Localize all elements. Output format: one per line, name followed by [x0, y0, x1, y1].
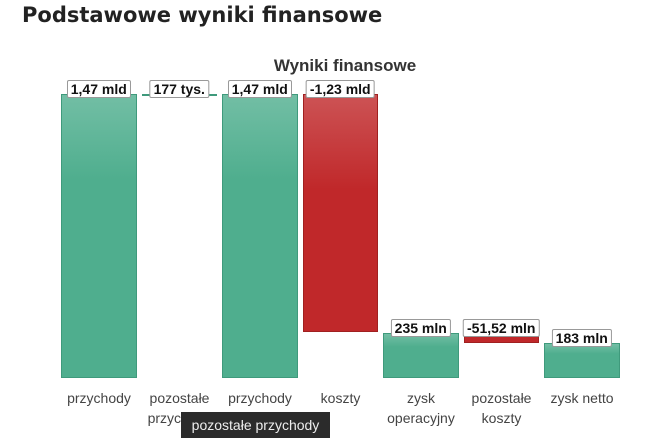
data-label: 235 mln	[390, 318, 451, 337]
data-label: -1,23 mld	[305, 80, 375, 99]
section-title: Podstawowe wyniki finansowe	[22, 3, 383, 27]
bar	[302, 94, 378, 332]
data-label: 1,47 mld	[66, 80, 131, 99]
data-label: 183 mln	[551, 328, 612, 347]
data-label: 1,47 mld	[227, 80, 292, 99]
x-tick-label: zysk operacyjny	[387, 390, 455, 426]
data-label: 177 tys.	[149, 80, 209, 98]
bar	[222, 94, 298, 378]
x-tick-label: pozostałe koszty	[471, 390, 532, 426]
tooltip: pozostałe przychody	[181, 412, 330, 438]
bar	[544, 342, 620, 378]
x-tick-label: zysk netto	[550, 390, 614, 406]
bar	[61, 94, 137, 378]
x-tick-label: koszty	[320, 390, 361, 406]
data-label: -51,52 mln	[463, 318, 540, 337]
bar	[383, 332, 459, 378]
x-tick-label: przychody	[67, 390, 131, 406]
x-tick-label: przychody	[228, 390, 292, 406]
chart-title: Wyniki finansowe	[273, 56, 417, 75]
